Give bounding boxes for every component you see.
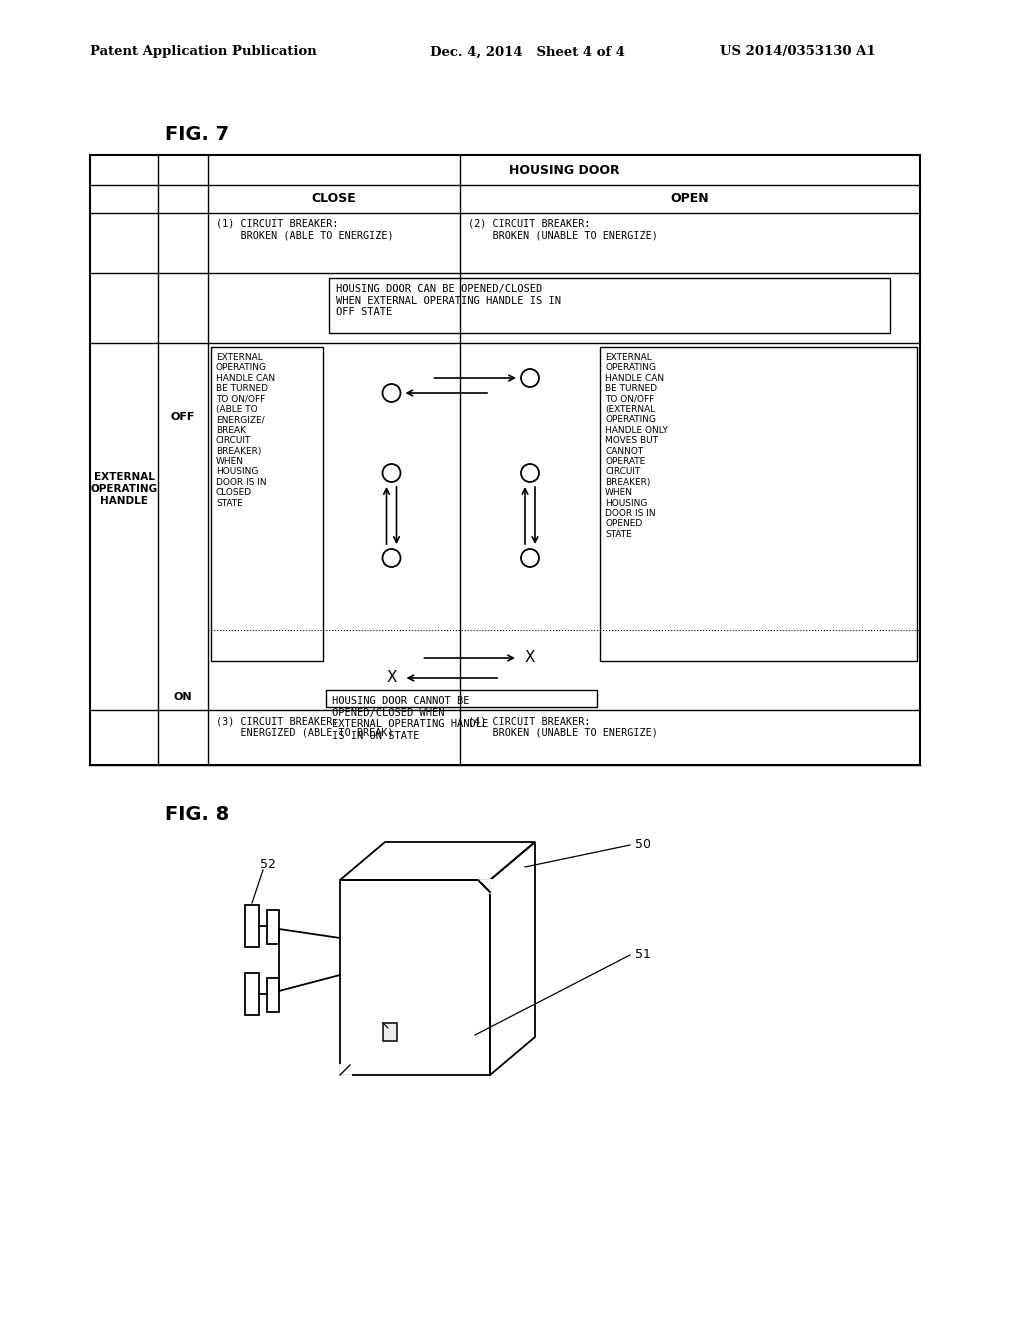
Text: 51: 51	[635, 949, 651, 961]
Bar	[245, 973, 259, 1015]
Text: Dec. 4, 2014   Sheet 4 of 4: Dec. 4, 2014 Sheet 4 of 4	[430, 45, 625, 58]
Bar	[211, 347, 323, 661]
Bar	[245, 906, 259, 946]
Text: OFF: OFF	[171, 412, 196, 421]
Text: Patent Application Publication: Patent Application Publication	[90, 45, 316, 58]
Bar	[267, 978, 279, 1012]
Text: EXTERNAL
OPERATING
HANDLE: EXTERNAL OPERATING HANDLE	[90, 473, 158, 506]
Text: HOUSING DOOR CANNOT BE
OPENED/CLOSED WHEN
EXTERNAL OPERATING HANDLE
IS IN ON STA: HOUSING DOOR CANNOT BE OPENED/CLOSED WHE…	[332, 696, 488, 741]
Text: (2) CIRCUIT BREAKER:
    BROKEN (UNABLE TO ENERGIZE): (2) CIRCUIT BREAKER: BROKEN (UNABLE TO E…	[468, 219, 657, 240]
Text: ON: ON	[174, 693, 193, 702]
Text: US 2014/0353130 A1: US 2014/0353130 A1	[720, 45, 876, 58]
Text: (3) CIRCUIT BREAKER:
    ENERGIZED (ABLE TO BREAK): (3) CIRCUIT BREAKER: ENERGIZED (ABLE TO …	[216, 715, 393, 738]
Text: HOUSING DOOR: HOUSING DOOR	[509, 164, 620, 177]
Bar	[600, 347, 918, 661]
Text: OPEN: OPEN	[671, 193, 710, 206]
Bar	[383, 1023, 397, 1041]
Text: FIG. 7: FIG. 7	[165, 125, 229, 144]
Text: 50: 50	[635, 838, 651, 851]
Bar	[267, 909, 279, 944]
Text: 52: 52	[260, 858, 275, 871]
Bar	[326, 690, 597, 708]
Text: (4) CIRCUIT BREAKER:
    BROKEN (UNABLE TO ENERGIZE): (4) CIRCUIT BREAKER: BROKEN (UNABLE TO E…	[468, 715, 657, 738]
Text: EXTERNAL
OPERATING
HANDLE CAN
BE TURNED
TO ON/OFF
(ABLE TO
ENERGIZE/
BREAK
CIRCU: EXTERNAL OPERATING HANDLE CAN BE TURNED …	[216, 352, 275, 508]
Text: EXTERNAL
OPERATING
HANDLE CAN
BE TURNED
TO ON/OFF
(EXTERNAL
OPERATING
HANDLE ONL: EXTERNAL OPERATING HANDLE CAN BE TURNED …	[605, 352, 668, 539]
Text: X: X	[386, 671, 396, 685]
Text: FIG. 8: FIG. 8	[165, 805, 229, 825]
Text: X: X	[524, 651, 536, 665]
Text: CLOSE: CLOSE	[311, 193, 356, 206]
Text: HOUSING DOOR CAN BE OPENED/CLOSED
WHEN EXTERNAL OPERATING HANDLE IS IN
OFF STATE: HOUSING DOOR CAN BE OPENED/CLOSED WHEN E…	[336, 284, 561, 317]
Bar	[329, 279, 890, 333]
Bar	[90, 154, 920, 766]
Text: (1) CIRCUIT BREAKER:
    BROKEN (ABLE TO ENERGIZE): (1) CIRCUIT BREAKER: BROKEN (ABLE TO ENE…	[216, 219, 393, 240]
